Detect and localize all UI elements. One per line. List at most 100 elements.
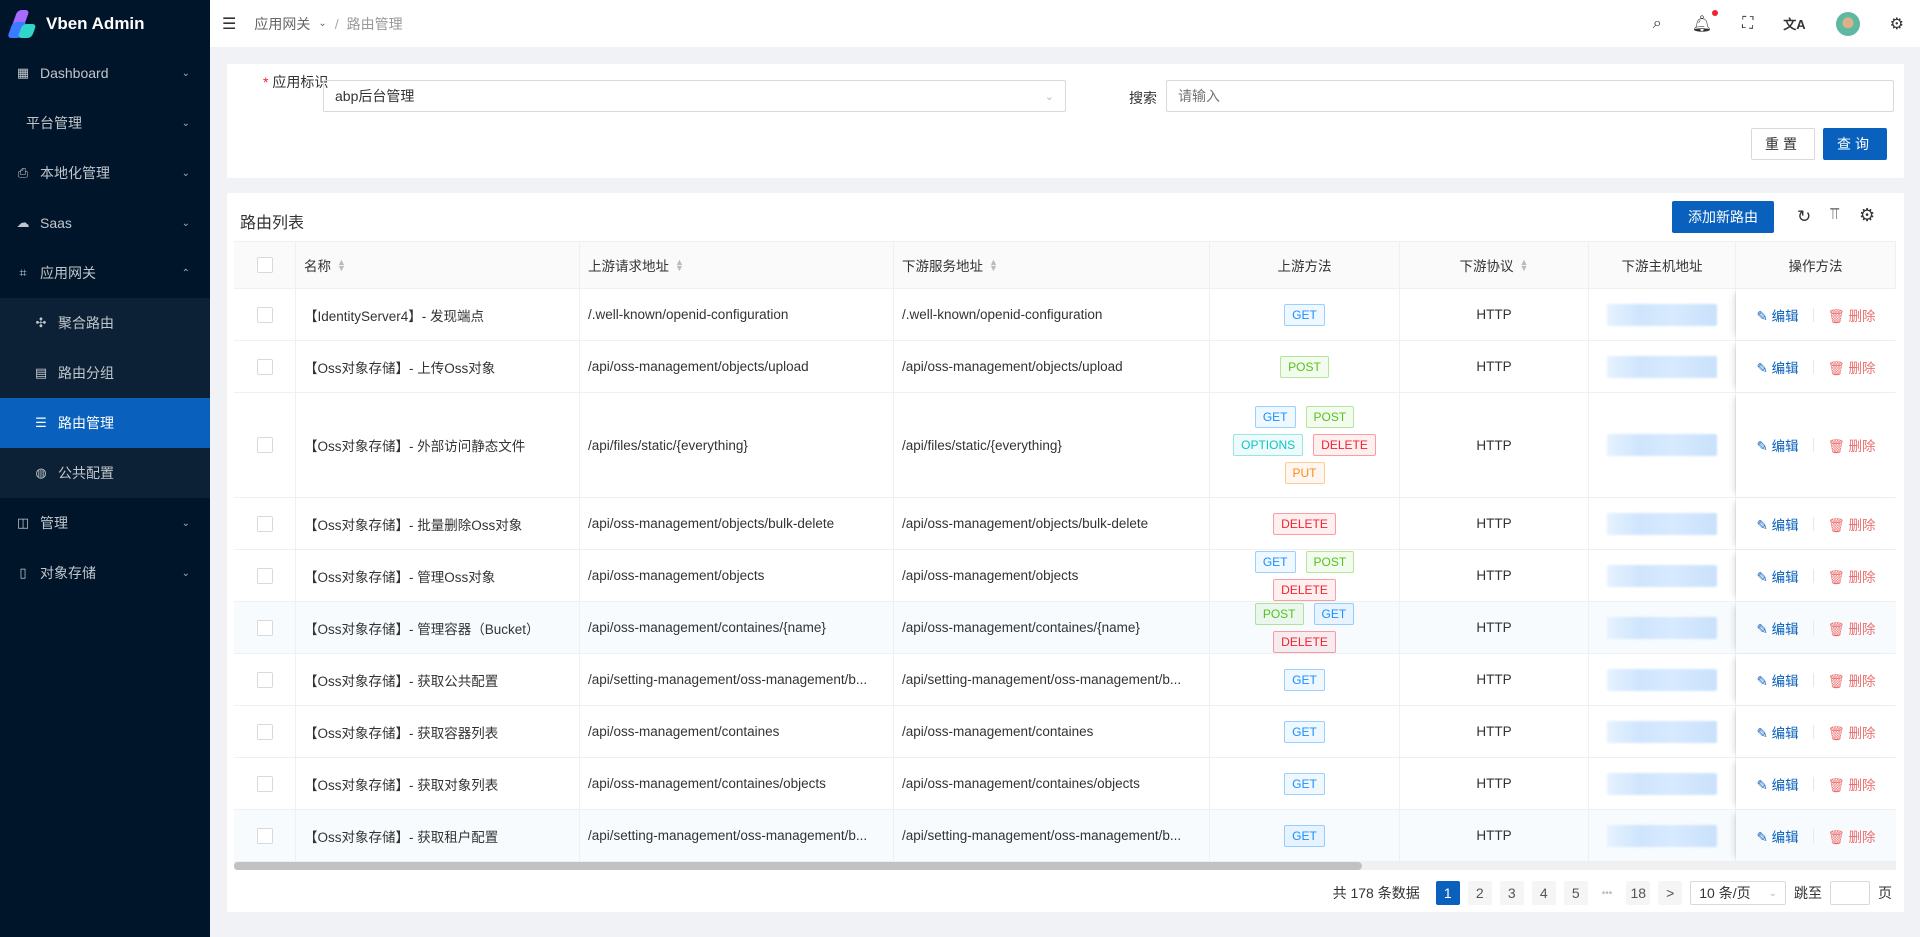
scrollbar-thumb[interactable] xyxy=(234,862,1362,870)
page-2[interactable]: 2 xyxy=(1467,881,1492,905)
delete-button[interactable]: 🗑︎ 删除 xyxy=(1827,621,1876,637)
page-last[interactable]: 18 xyxy=(1626,881,1651,905)
bell-icon[interactable]: 🔔︎ xyxy=(1692,9,1719,34)
jump-label: 跳至 xyxy=(1794,885,1822,901)
column-header[interactable]: 上游请求地址 ▲ ▼ xyxy=(580,242,894,288)
sidebar-item-2[interactable]: ⎙ 本地化管理 ⌄ xyxy=(0,148,210,198)
required-mark: * xyxy=(263,74,273,90)
sidebar-item-label: 平台管理 xyxy=(26,115,82,131)
edit-button[interactable]: ✎ 编辑 xyxy=(1756,725,1799,741)
sort-icon[interactable]: ▲ ▼ xyxy=(1519,257,1529,273)
logo[interactable]: Vben Admin xyxy=(0,0,210,48)
sidebar-item-9[interactable]: ◫ 管理 ⌄ xyxy=(0,498,210,548)
delete-button[interactable]: 🗑︎ 删除 xyxy=(1827,673,1876,689)
row-checkbox[interactable] xyxy=(256,775,273,792)
table-settings-gear-icon[interactable]: ⚙ xyxy=(1859,205,1876,225)
edit-button[interactable]: ✎ 编辑 xyxy=(1756,360,1799,376)
delete-button[interactable]: 🗑︎ 删除 xyxy=(1827,308,1876,324)
query-button[interactable]: 查询 xyxy=(1823,128,1887,160)
sidebar-item-3[interactable]: ☁ Saas ⌄ xyxy=(0,198,210,248)
row-checkbox[interactable] xyxy=(256,723,273,740)
table-row[interactable]: 【Oss对象存储】- 获取公共配置 /api/setting-managemen… xyxy=(234,654,1896,706)
sidebar-item-1[interactable]: 平台管理 ⌄ xyxy=(0,98,210,148)
delete-button[interactable]: 🗑︎ 删除 xyxy=(1827,360,1876,376)
page-4[interactable]: 4 xyxy=(1531,881,1556,905)
column-header[interactable]: 名称 ▲ ▼ xyxy=(296,242,580,288)
delete-button[interactable]: 🗑︎ 删除 xyxy=(1827,725,1876,741)
sidebar-item-6[interactable]: ▤ 路由分组 xyxy=(0,348,210,398)
refresh-icon[interactable]: ↻ xyxy=(1797,207,1812,226)
select-all-checkbox[interactable] xyxy=(256,257,273,273)
search-input[interactable] xyxy=(1166,80,1894,112)
table-row[interactable]: 【Oss对象存储】- 管理容器（Bucket） /api/oss-managem… xyxy=(234,602,1896,654)
delete-button[interactable]: 🗑︎ 删除 xyxy=(1827,517,1876,533)
jump-page-input[interactable] xyxy=(1830,881,1870,905)
edit-button[interactable]: ✎ 编辑 xyxy=(1756,569,1799,585)
row-checkbox[interactable] xyxy=(256,437,273,453)
column-header[interactable]: 下游协议 ▲ ▼ xyxy=(1400,242,1589,288)
table-row[interactable]: 【IdentityServer4】- 发现端点 /.well-known/ope… xyxy=(234,289,1896,341)
delete-button[interactable]: 🗑︎ 删除 xyxy=(1827,829,1876,845)
page-size-select[interactable]: 10 条/页 ⌄ xyxy=(1690,881,1786,905)
page-3[interactable]: 3 xyxy=(1499,881,1524,905)
add-route-button[interactable]: 添加新路由 xyxy=(1672,201,1774,233)
row-checkbox[interactable] xyxy=(256,567,273,584)
method-tag: GET xyxy=(1313,602,1355,625)
sidebar-item-4[interactable]: ⌗ 应用网关 ⌃ xyxy=(0,248,210,298)
row-checkbox[interactable] xyxy=(256,671,273,688)
search-icon[interactable]: ⌕ xyxy=(1652,14,1662,32)
chevron-icon: ⌄ xyxy=(181,567,190,579)
ellipsis[interactable]: ••• xyxy=(1601,887,1613,899)
column-height-icon[interactable]: ⫪ xyxy=(1830,206,1840,223)
edit-button[interactable]: ✎ 编辑 xyxy=(1756,829,1799,845)
chevron-icon: ⌄ xyxy=(181,167,190,179)
sidebar-item-8[interactable]: ◍ 公共配置 xyxy=(0,448,210,498)
horizontal-scrollbar[interactable] xyxy=(234,862,1896,870)
row-checkbox[interactable] xyxy=(256,358,273,375)
sidebar-item-label: 聚合路由 xyxy=(58,315,114,331)
edit-button[interactable]: ✎ 编辑 xyxy=(1756,621,1799,637)
table-row[interactable]: 【Oss对象存储】- 上传Oss对象 /api/oss-management/o… xyxy=(234,341,1896,393)
breadcrumb-item-gateway[interactable]: 应用网关 xyxy=(254,15,311,32)
edit-button[interactable]: ✎ 编辑 xyxy=(1756,673,1799,689)
table-row[interactable]: 【Oss对象存储】- 获取容器列表 /api/oss-management/co… xyxy=(234,706,1896,758)
sidebar-item-10[interactable]: ▯ 对象存储 ⌄ xyxy=(0,548,210,598)
delete-button[interactable]: 🗑︎ 删除 xyxy=(1827,439,1876,454)
sidebar-item-label: Saas xyxy=(40,215,72,231)
app-id-select[interactable]: abp后台管理 ⌄ xyxy=(323,80,1066,112)
translate-icon[interactable]: 文A xyxy=(1783,17,1806,32)
sidebar-item-0[interactable]: ▦ Dashboard ⌄ xyxy=(0,48,210,98)
row-checkbox[interactable] xyxy=(256,515,273,532)
table-title: 路由列表 xyxy=(240,215,305,232)
table-row[interactable]: 【Oss对象存储】- 批量删除Oss对象 /api/oss-management… xyxy=(234,498,1896,550)
edit-button[interactable]: ✎ 编辑 xyxy=(1756,777,1799,793)
row-checkbox[interactable] xyxy=(256,827,273,844)
fullscreen-icon[interactable]: ⛶ xyxy=(1742,14,1754,32)
row-checkbox[interactable] xyxy=(256,619,273,636)
sort-icon[interactable]: ▲ ▼ xyxy=(337,257,346,273)
avatar[interactable] xyxy=(1835,11,1860,36)
sort-icon[interactable]: ▲ ▼ xyxy=(675,257,684,273)
sidebar-item-7[interactable]: ☰ 路由管理 xyxy=(0,398,210,448)
reset-button[interactable]: 重置 xyxy=(1751,128,1815,160)
edit-icon: ✎ xyxy=(1756,829,1768,845)
group-icon: ▤ xyxy=(34,365,48,380)
edit-button[interactable]: ✎ 编辑 xyxy=(1756,517,1799,533)
table-row[interactable]: 【Oss对象存储】- 获取租户配置 /api/setting-managemen… xyxy=(234,810,1896,862)
sidebar-item-5[interactable]: ✣ 聚合路由 xyxy=(0,298,210,348)
edit-button[interactable]: ✎ 编辑 xyxy=(1756,308,1799,324)
next-page-button[interactable]: > xyxy=(1658,881,1683,905)
delete-button[interactable]: 🗑︎ 删除 xyxy=(1827,777,1876,793)
column-header[interactable]: 下游服务地址 ▲ ▼ xyxy=(894,242,1210,288)
gear-icon[interactable]: ⚙ xyxy=(1889,15,1904,33)
table-row[interactable]: 【Oss对象存储】- 获取对象列表 /api/oss-management/co… xyxy=(234,758,1896,810)
page-1[interactable]: 1 xyxy=(1435,881,1460,905)
delete-button[interactable]: 🗑︎ 删除 xyxy=(1827,569,1876,585)
table-row[interactable]: 【Oss对象存储】- 外部访问静态文件 /api/files/static/{e… xyxy=(234,393,1896,498)
edit-button[interactable]: ✎ 编辑 xyxy=(1756,439,1799,454)
page-5[interactable]: 5 xyxy=(1563,881,1588,905)
sort-icon[interactable]: ▲ ▼ xyxy=(989,257,998,273)
menu-fold-icon[interactable]: ☰ xyxy=(222,15,237,33)
row-checkbox[interactable] xyxy=(256,306,273,323)
table-row[interactable]: 【Oss对象存储】- 管理Oss对象 /api/oss-management/o… xyxy=(234,550,1896,602)
